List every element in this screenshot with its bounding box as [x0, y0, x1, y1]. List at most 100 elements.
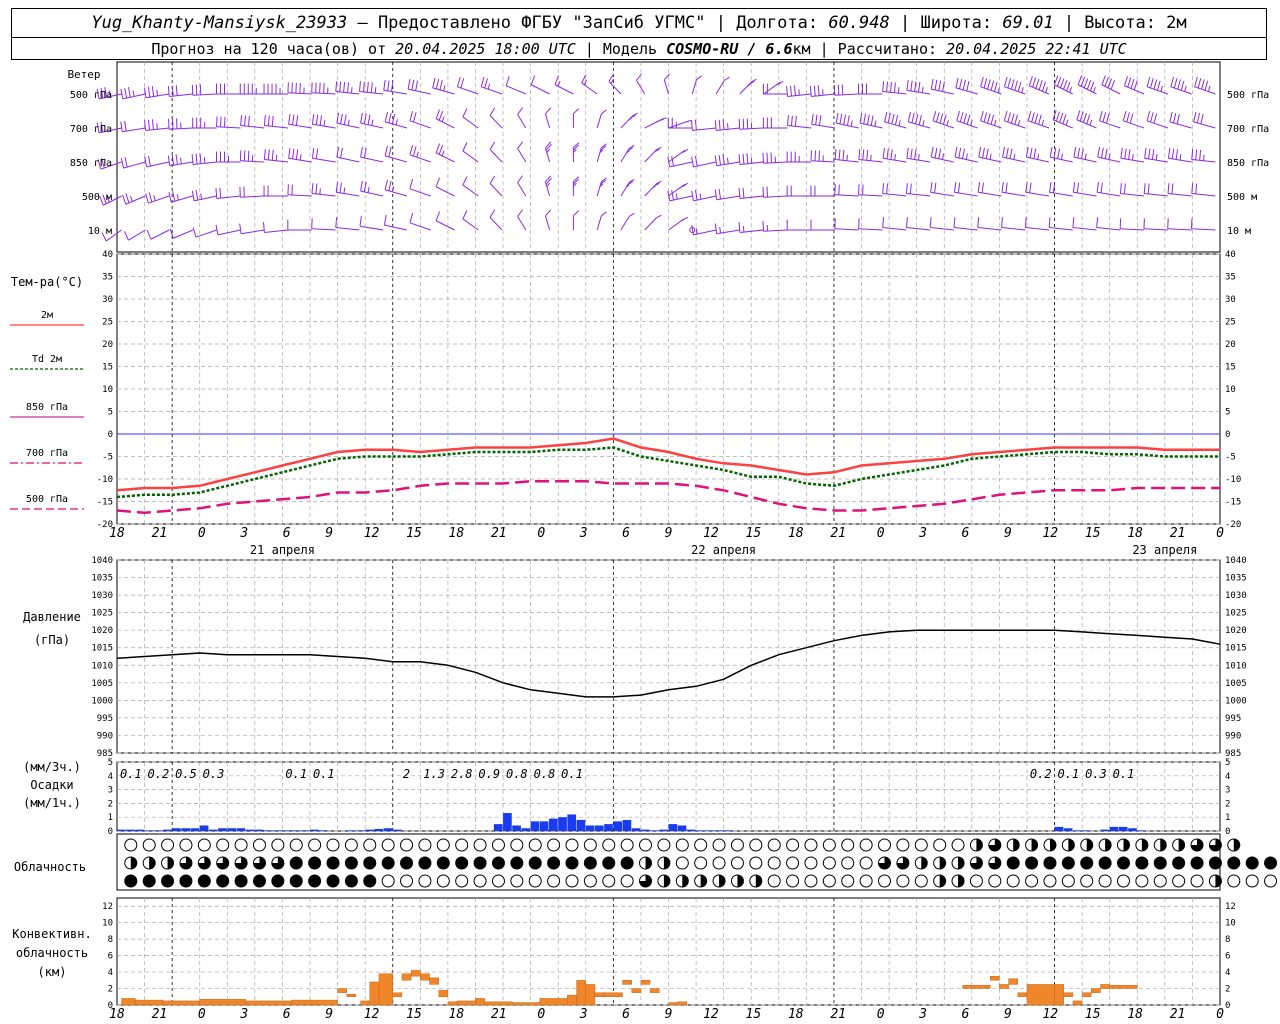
conv-title-2: облачность: [16, 946, 88, 960]
wind-barb-feather: [671, 155, 674, 167]
cloud-cover-symbol: [620, 874, 634, 888]
convective-cloud-bar: [456, 1000, 476, 1006]
wind-barb-shaft: [517, 182, 527, 197]
cloud-cover-symbol: [914, 874, 928, 888]
wind-barb-feather: [1053, 147, 1057, 158]
wind-barb-feather: [1144, 147, 1147, 159]
x-tick-label: 0: [537, 1007, 545, 1022]
wind-barb-feather: [1176, 113, 1180, 125]
wind-barb-feather: [311, 113, 315, 125]
wind-barb-feather: [1191, 183, 1194, 194]
convective-cloud-bar: [135, 999, 164, 1006]
wind-barb-half-feather: [946, 119, 949, 126]
wind-barb-feather: [124, 87, 128, 99]
wind-barb-feather: [1191, 149, 1194, 160]
y-tick-label-right: 1035: [1225, 574, 1247, 584]
precip-bar: [245, 829, 255, 831]
wind-barb-feather: [125, 193, 130, 204]
wind-barb-feather: [1101, 147, 1104, 158]
wind-barb-feather: [790, 115, 793, 126]
wind-barb-feather: [601, 143, 607, 149]
wind-barb-feather: [288, 147, 291, 159]
cloud-cover-symbol: [1098, 874, 1112, 888]
wind-barb-feather: [438, 144, 444, 155]
cloud-cover-symbol: [675, 838, 689, 852]
cloud-cover-fill: [167, 857, 174, 869]
wind-barb-feather: [1014, 80, 1018, 91]
cloud-cover-symbol: [326, 856, 340, 870]
precip-3h-total: 0.3: [1085, 767, 1107, 781]
precip-bar: [374, 828, 384, 831]
wind-barb-feather: [1101, 75, 1106, 85]
wind-barb-feather: [239, 223, 242, 234]
wind-barb-half-feather: [371, 119, 374, 126]
wind-barb-feather: [738, 154, 741, 165]
wind-barb-feather: [934, 182, 937, 193]
cloud-cover-symbol: [841, 874, 855, 888]
wind-barb-shaft: [384, 224, 408, 231]
wind-barb-feather: [191, 190, 195, 202]
wind-barb-half-feather: [874, 120, 877, 127]
wind-barb-feather: [1029, 147, 1033, 158]
wind-barb-feather: [438, 110, 444, 121]
wind-barb-shaft: [1191, 228, 1216, 231]
cloud-cover-fill: [878, 857, 891, 870]
wind-barb-feather: [1147, 183, 1150, 194]
wind-barb-shaft: [978, 191, 1002, 197]
wind-barb-shaft: [435, 186, 455, 197]
wind-barb-feather: [517, 209, 524, 217]
cloud-cover-symbol: [1135, 874, 1149, 888]
precip-bar: [723, 830, 733, 831]
wind-barb-feather: [457, 76, 461, 87]
wind-barb-feather: [914, 149, 917, 160]
wind-barb-half-feather: [1013, 153, 1016, 160]
wind-barb-feather: [977, 217, 980, 228]
convective-cloud-bar: [410, 970, 421, 977]
cloud-cover-symbol: [1116, 856, 1130, 870]
cloud-cover-fill: [1031, 839, 1038, 851]
wind-barb-shaft: [125, 195, 146, 205]
convective-cloud-bar: [640, 980, 651, 985]
wind-barb-feather: [1072, 217, 1075, 228]
wind-barb-feather: [1128, 149, 1131, 160]
wind-barb-feather: [1032, 77, 1037, 88]
wind-barb-feather: [120, 88, 124, 100]
x-tick-label: 21: [491, 1007, 507, 1022]
wind-barb-feather: [906, 147, 909, 159]
convective-cloud-bar: [512, 1002, 541, 1006]
wind-barb-feather: [383, 79, 386, 91]
wind-barb-feather: [930, 78, 934, 90]
wind-barb-feather: [694, 189, 698, 201]
wind-barb-half-feather: [1203, 154, 1205, 161]
cloud-cover-symbol: [344, 856, 358, 870]
x-tick-label: 3: [239, 526, 248, 541]
wind-barb-shaft: [195, 229, 217, 238]
temp-legend-label: 700 гПа: [26, 448, 68, 459]
wind-barb-feather: [934, 147, 938, 158]
temperature-panel: [116, 433, 1220, 515]
wind-barb-half-feather: [798, 89, 800, 96]
wind-barb-feather: [1001, 217, 1003, 228]
cloud-cover-fill: [682, 875, 689, 887]
wind-barb-feather: [581, 74, 587, 84]
wind-barb-half-feather: [374, 87, 377, 94]
wind-barb-feather: [530, 75, 536, 85]
wind-barb-feather: [681, 184, 686, 188]
cloud-cover-symbol: [197, 838, 211, 852]
precip-3h-total: 0.5: [175, 767, 197, 781]
wind-barb-feather: [1038, 114, 1042, 125]
y-tick-label-left: 1040: [91, 556, 113, 566]
wind-barb-feather: [905, 183, 908, 194]
y-tick-label-right: 40: [1225, 250, 1236, 260]
wind-barb-feather: [169, 228, 174, 239]
wind-barb-feather: [959, 112, 964, 123]
wind-barb-feather: [905, 217, 908, 228]
wind-panel: [96, 73, 1216, 242]
convective-cloud-bar: [585, 984, 596, 1006]
wind-barb-half-feather: [1179, 154, 1182, 161]
x-tick-label: 3: [579, 526, 588, 541]
cloud-cover-symbol: [767, 856, 781, 870]
x-tick-label: 0: [877, 526, 885, 541]
precip-bar: [567, 814, 577, 831]
cloud-cover-symbol: [547, 874, 561, 888]
